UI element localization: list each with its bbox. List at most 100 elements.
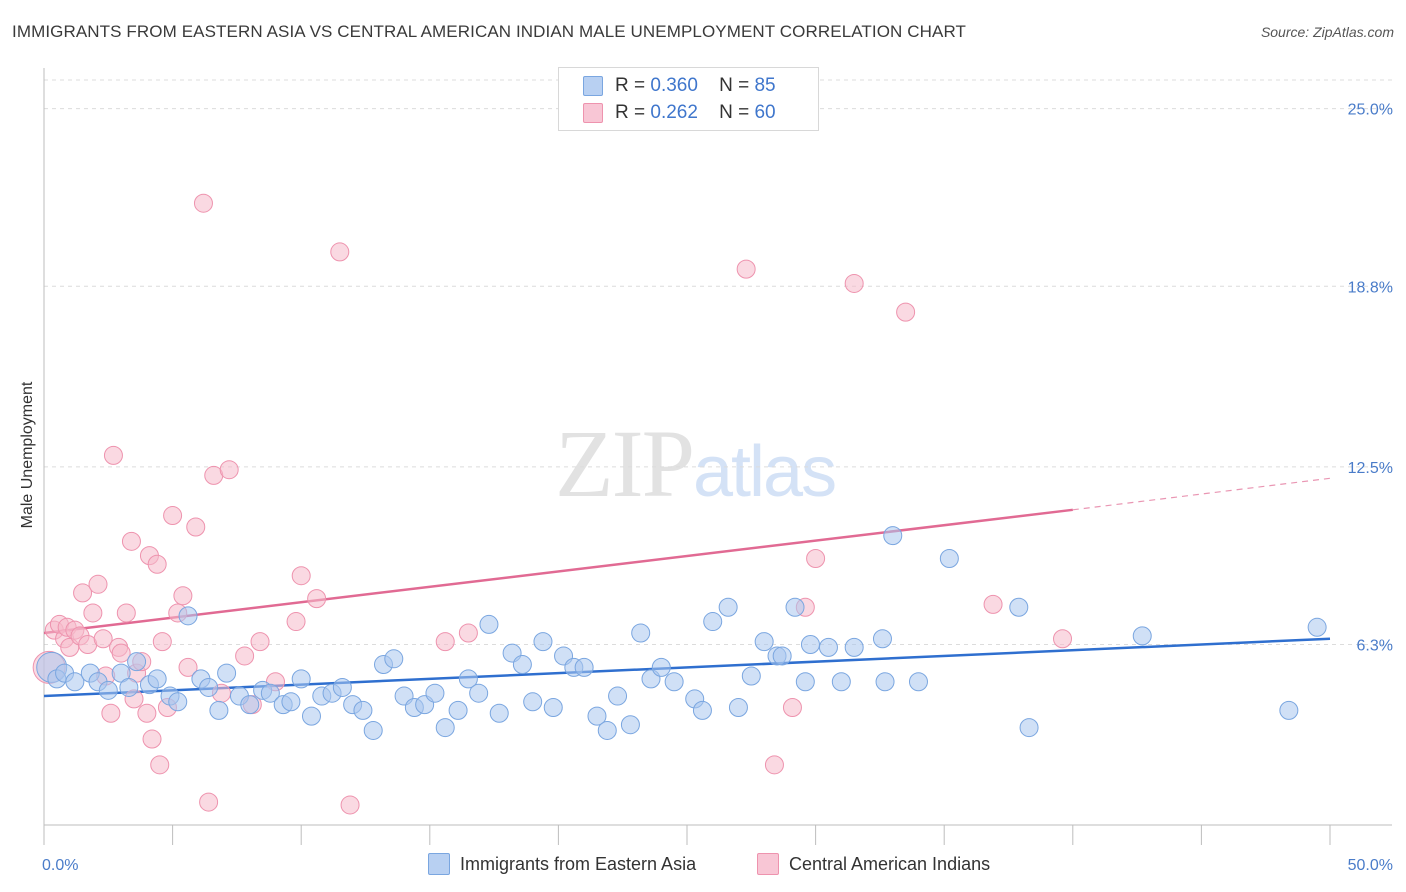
- bottom-legend-series1: Immigrants from Eastern Asia: [428, 851, 696, 877]
- data-point-blue: [844, 637, 864, 657]
- legend-r-value: 0.262: [650, 102, 698, 123]
- data-point-pink: [764, 755, 784, 775]
- data-point-pink: [137, 703, 157, 723]
- data-point-pink: [736, 259, 756, 279]
- data-point-blue: [728, 698, 748, 718]
- watermark-atlas: atlas: [693, 432, 837, 512]
- grid-lines: [44, 79, 1392, 645]
- data-point-pink: [458, 623, 478, 643]
- legend-swatch-blue: [583, 76, 603, 96]
- data-point-blue: [872, 629, 892, 649]
- data-point-blue: [489, 703, 509, 723]
- data-point-pink: [1053, 629, 1073, 649]
- data-point-blue: [800, 634, 820, 654]
- data-point-blue: [291, 669, 311, 689]
- data-point-blue: [458, 669, 478, 689]
- data-point-blue: [597, 720, 617, 740]
- data-point-pink: [844, 273, 864, 293]
- data-point-pink: [101, 703, 121, 723]
- data-point-blue: [608, 686, 628, 706]
- data-point-pink: [142, 729, 162, 749]
- data-point-blue: [127, 652, 147, 672]
- x-tick-label: 0.0%: [42, 857, 78, 874]
- data-point-pink: [147, 554, 167, 574]
- data-point-blue: [1132, 626, 1152, 646]
- correlation-legend: R = 0.360 N = 85 R = 0.262 N = 60: [558, 67, 819, 131]
- data-point-blue: [574, 657, 594, 677]
- data-point-pink: [896, 302, 916, 322]
- data-point-blue: [908, 672, 928, 692]
- bottom-legend-swatch-pink: [757, 853, 779, 875]
- data-point-blue: [543, 698, 563, 718]
- data-point-pink: [286, 612, 306, 632]
- data-point-blue: [384, 649, 404, 669]
- data-point-pink: [186, 517, 206, 537]
- legend-row-pink: R = 0.262 N = 60: [583, 101, 776, 125]
- data-point-pink: [291, 566, 311, 586]
- data-point-blue: [772, 646, 792, 666]
- source-label: Source: ZipAtlas.com: [1260, 24, 1394, 40]
- data-point-pink: [806, 549, 826, 569]
- bottom-legend-label-pink: Central American Indians: [789, 853, 991, 874]
- data-point-blue: [875, 672, 895, 692]
- legend-swatch-pink: [583, 103, 603, 123]
- data-point-blue: [533, 632, 553, 652]
- data-point-blue: [178, 606, 198, 626]
- data-point-blue: [448, 700, 468, 720]
- data-point-blue: [425, 683, 445, 703]
- data-point-blue: [939, 549, 959, 569]
- legend-n-label: N =: [719, 75, 750, 96]
- data-point-blue: [469, 683, 489, 703]
- data-point-pink: [111, 643, 131, 663]
- x-tick-label: 50.0%: [1348, 857, 1393, 874]
- trend-lines: [43, 477, 1331, 698]
- legend-n-value: 60: [754, 102, 776, 123]
- tick-labels: 6.3% 12.5% 18.8% 25.0% 0.0% 50.0%: [42, 102, 1393, 874]
- data-point-pink: [340, 795, 360, 815]
- data-point-pink: [116, 603, 136, 623]
- y-tick-label: 25.0%: [1348, 102, 1393, 119]
- data-point-blue: [692, 700, 712, 720]
- data-point-blue: [883, 526, 903, 546]
- data-point-blue: [199, 677, 219, 697]
- data-point-pink: [173, 586, 193, 606]
- data-point-blue: [281, 692, 301, 712]
- data-point-pink: [83, 603, 103, 623]
- watermark-zip: ZIP: [555, 410, 695, 517]
- data-point-blue: [168, 692, 188, 712]
- legend-row-blue: R = 0.360 N = 85: [583, 74, 776, 98]
- y-tick-label: 6.3%: [1357, 637, 1393, 654]
- bottom-legend-swatch-blue: [428, 853, 450, 875]
- series-central-american-indians: [32, 193, 1073, 815]
- data-point-blue: [703, 612, 723, 632]
- data-point-pink: [199, 792, 219, 812]
- data-point-pink: [193, 193, 213, 213]
- legend-n-label: N =: [719, 102, 750, 123]
- watermark: ZIPatlas: [555, 408, 837, 519]
- data-point-blue: [98, 680, 118, 700]
- data-point-blue: [260, 683, 280, 703]
- data-point-pink: [235, 646, 255, 666]
- data-point-blue: [353, 700, 373, 720]
- data-point-blue: [785, 597, 805, 617]
- data-point-pink: [307, 589, 327, 609]
- data-point-pink: [121, 531, 141, 551]
- data-point-pink: [103, 445, 123, 465]
- data-point-pink: [219, 460, 239, 480]
- data-point-blue: [240, 695, 260, 715]
- data-point-blue: [332, 677, 352, 697]
- chart-title: IMMIGRANTS FROM EASTERN ASIA VS CENTRAL …: [12, 22, 967, 41]
- data-point-blue: [119, 677, 139, 697]
- data-point-blue: [718, 597, 738, 617]
- data-point-pink: [93, 629, 113, 649]
- series-immigrants-eastern-asia: [36, 526, 1327, 740]
- data-point-pink: [150, 755, 170, 775]
- data-point-blue: [1279, 700, 1299, 720]
- data-point-blue: [363, 720, 383, 740]
- data-point-blue: [818, 637, 838, 657]
- data-point-blue: [631, 623, 651, 643]
- legend-r-value: 0.360: [650, 75, 698, 96]
- data-point-blue: [523, 692, 543, 712]
- data-point-blue: [1009, 597, 1029, 617]
